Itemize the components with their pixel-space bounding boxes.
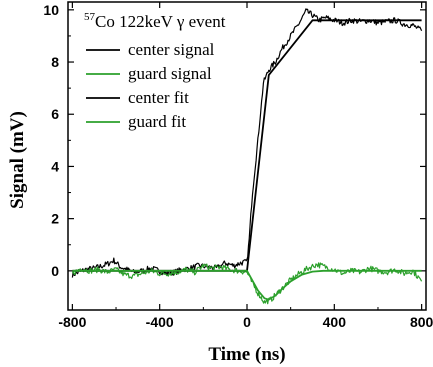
series-group xyxy=(71,8,423,305)
x-tick-label: -800 xyxy=(58,314,86,330)
y-tick-labels: 0 2 4 6 8 10 xyxy=(43,2,59,279)
axis-ticks xyxy=(68,2,426,310)
y-tick-label: 6 xyxy=(51,106,59,122)
y-tick-label: 0 xyxy=(51,263,59,279)
x-tick-label: 800 xyxy=(410,314,433,330)
x-tick-label: 400 xyxy=(323,314,347,330)
legend-label: center signal xyxy=(128,40,215,59)
legend-label: guard signal xyxy=(128,64,212,83)
legend-label: center fit xyxy=(128,88,189,107)
y-tick-label: 4 xyxy=(51,158,59,174)
y-tick-label: 8 xyxy=(51,54,59,70)
legend: center signal guard signal center fit guard… xyxy=(86,40,215,131)
series-line-center-signal xyxy=(71,8,423,278)
x-tick-label: 0 xyxy=(243,314,251,330)
x-axis-title: Time (ns) xyxy=(208,344,285,365)
chart-title: 57Co 122keV γ event xyxy=(84,11,226,31)
chart-title-superscript: 57 xyxy=(84,11,96,23)
series-line-center-fit xyxy=(72,19,422,272)
y-tick-label: 10 xyxy=(43,2,59,18)
y-axis-title: Signal (mV) xyxy=(7,111,28,209)
series-line-guard-fit xyxy=(72,269,422,301)
x-tick-labels: -800 -400 0 400 800 xyxy=(58,314,433,330)
y-tick-label: 2 xyxy=(51,211,59,227)
chart-title-text: Co 122keV γ event xyxy=(95,12,226,31)
legend-label: guard fit xyxy=(128,112,186,131)
x-tick-label: -400 xyxy=(146,314,174,330)
